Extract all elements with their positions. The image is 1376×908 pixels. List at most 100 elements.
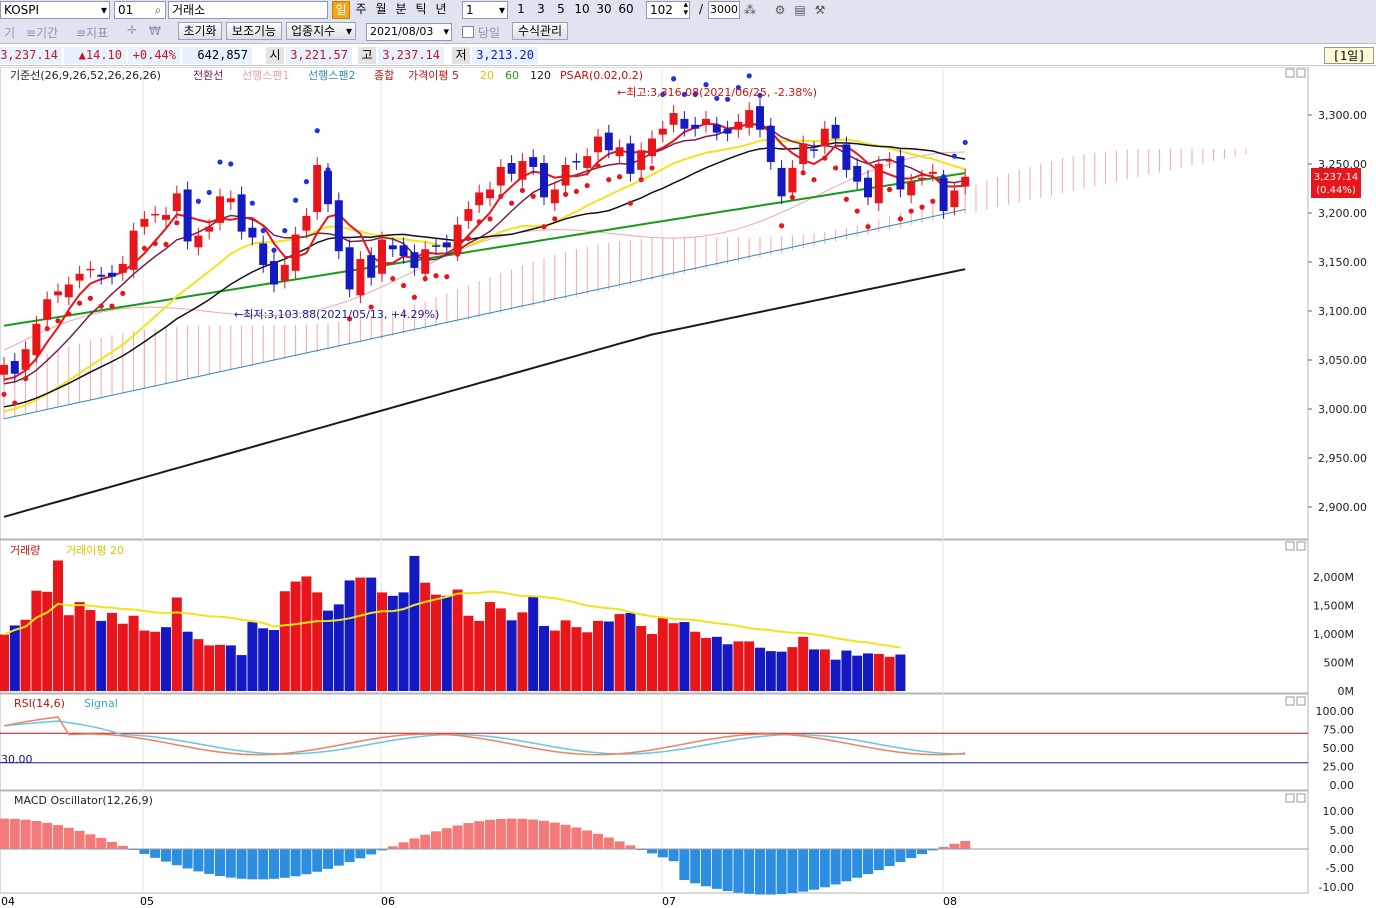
- tools-icon[interactable]: ⚒: [814, 3, 826, 17]
- macd-bar: [776, 849, 787, 895]
- minimize-icon[interactable]: [1285, 68, 1295, 78]
- market-name-field: 거래소: [168, 1, 328, 19]
- high-label: 고: [358, 47, 376, 64]
- today-checkbox[interactable]: [462, 26, 474, 38]
- volume-bar: [625, 612, 636, 691]
- count-spin-input[interactable]: 102 ▴ ▾: [646, 1, 690, 19]
- sub-code-input[interactable]: 01: [114, 1, 166, 19]
- volume-bar: [560, 620, 571, 691]
- period-tab-week[interactable]: 주: [355, 2, 367, 16]
- psar-dot: [498, 193, 504, 199]
- minimize-icon[interactable]: [1285, 696, 1295, 706]
- volume-bar: [182, 631, 193, 691]
- macd-bar: [398, 842, 409, 849]
- tenkan-line: [3, 123, 966, 385]
- volume-bar: [107, 612, 117, 691]
- macd-bar: [852, 849, 863, 878]
- minimize-icon[interactable]: [1285, 793, 1295, 803]
- macd-bar: [571, 827, 582, 849]
- quick-interval-10[interactable]: 10: [574, 2, 590, 16]
- quick-interval-3[interactable]: 3: [537, 2, 545, 16]
- psar-dot: [822, 155, 828, 161]
- psar-dot: [98, 303, 104, 309]
- sparkle-icon[interactable]: ⁂: [744, 3, 756, 17]
- maximize-icon[interactable]: [1296, 541, 1306, 551]
- legend-volume: 거래량: [10, 544, 40, 557]
- volume-bar: [269, 630, 279, 691]
- aux-function-button[interactable]: 보조기능: [226, 22, 282, 40]
- macd-bar: [409, 838, 420, 849]
- count-max-field: 3000: [708, 1, 740, 19]
- candle-body: [691, 124, 700, 129]
- quick-interval-1[interactable]: 1: [517, 2, 525, 16]
- save-icon[interactable]: ▤: [794, 3, 806, 17]
- period-tab-year[interactable]: 년: [435, 2, 447, 16]
- current-price-badge: [1311, 168, 1361, 198]
- macd-tick-label: -5.00: [1326, 862, 1354, 875]
- candle-body: [572, 161, 581, 163]
- macd-bar: [593, 833, 603, 849]
- macd-bar: [625, 845, 636, 849]
- formula-manager-button[interactable]: 수식관리: [512, 22, 568, 40]
- candle-body: [810, 149, 818, 151]
- candle-body: [842, 144, 851, 170]
- period-tab-day[interactable]: 일: [332, 1, 350, 19]
- macd-bar: [582, 830, 593, 849]
- minimize-icon[interactable]: [1285, 541, 1295, 551]
- span1-line: [3, 151, 966, 351]
- legend-rsi: RSI(14,6): [14, 697, 65, 710]
- chevron-down-icon[interactable]: ▾: [498, 3, 505, 17]
- volume-bar: [117, 623, 128, 691]
- psar-dot: [843, 196, 850, 202]
- candle-body: [10, 360, 19, 374]
- month-label: 04: [1, 895, 15, 908]
- psar-dot: [23, 376, 29, 382]
- period-tab-month[interactable]: 월: [375, 2, 387, 16]
- psar-dot: [303, 179, 309, 185]
- psar-dot: [638, 177, 644, 183]
- psar-dot: [951, 153, 958, 159]
- maximize-icon[interactable]: [1296, 793, 1306, 803]
- high-price: 3,237.14: [378, 47, 444, 64]
- reset-button[interactable]: 초기화: [178, 22, 222, 40]
- psar-dot: [120, 290, 126, 296]
- rsi-legend: RSI(14,6) Signal: [14, 697, 118, 710]
- macd-bar: [863, 849, 873, 875]
- gear-icon[interactable]: ⚙: [774, 3, 786, 17]
- panel-buttons: [1285, 68, 1306, 803]
- macd-bar: [420, 834, 431, 849]
- candle-body: [680, 118, 689, 129]
- quick-interval-60[interactable]: 60: [618, 2, 634, 16]
- macd-bar: [733, 849, 744, 893]
- legend-span2: 선행스팬2: [308, 69, 355, 82]
- volume-bar: [74, 602, 85, 691]
- volume-bar: [247, 622, 258, 691]
- volume-bar: [150, 631, 161, 691]
- low-label: 저: [452, 47, 470, 64]
- psar-dot: [563, 191, 569, 197]
- crosshair-icon: ✛: [127, 23, 138, 37]
- psar-dot: [617, 174, 623, 180]
- candle-body: [486, 189, 494, 199]
- search-icon[interactable]: ⌕: [154, 3, 162, 17]
- chevron-down-icon[interactable]: ▾: [443, 25, 449, 38]
- change-percent: +0.44%: [128, 47, 180, 64]
- candle-body: [507, 163, 516, 174]
- maximize-icon[interactable]: [1296, 696, 1306, 706]
- period-tab-tick[interactable]: 틱: [415, 2, 427, 16]
- chevron-down-icon[interactable]: ▾: [345, 24, 352, 38]
- code-combo[interactable]: KOSPI ▾: [0, 1, 110, 19]
- chart-canvas[interactable]: 3,300.00 3,250.00 3,200.00 3,150.00 3,100.00…: [0, 67, 1376, 908]
- psar-dot: [163, 241, 169, 247]
- interval-combo[interactable]: 1 ▾: [462, 1, 508, 19]
- sector-index-combo[interactable]: 업종지수 ▾: [286, 22, 356, 40]
- spin-arrows-icon[interactable]: ▴ ▾: [683, 1, 688, 18]
- maximize-icon[interactable]: [1296, 68, 1306, 78]
- date-picker[interactable]: 2021/08/03 ▾: [366, 23, 452, 41]
- candle-body: [216, 196, 224, 223]
- chevron-down-icon[interactable]: ▾: [100, 3, 107, 17]
- quick-interval-5[interactable]: 5: [557, 2, 565, 16]
- quick-interval-30[interactable]: 30: [596, 2, 612, 16]
- period-tab-minute[interactable]: 분: [395, 2, 407, 16]
- psar-dot: [487, 216, 493, 222]
